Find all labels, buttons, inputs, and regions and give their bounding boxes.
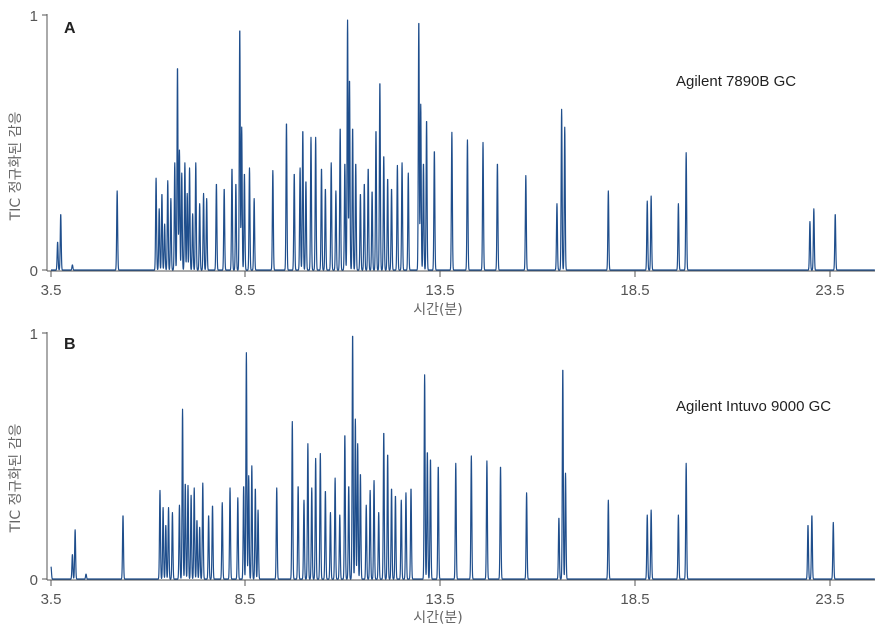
panel-a-xticks xyxy=(50,271,831,277)
panel-b-letter: B xyxy=(64,336,76,353)
panel-a-xtick-label: 13.5 xyxy=(425,282,454,299)
panel-a-xtick-label: 23.5 xyxy=(815,282,844,299)
panel-a-ytick-label-1: 1 xyxy=(30,8,38,25)
panel-a-chromatogram-trace xyxy=(50,19,875,271)
panel-b-y-axis-title: TIC 정규화된 감응 xyxy=(8,424,24,534)
panel-b-chromatogram-trace xyxy=(50,335,875,580)
panel-b: 1 0 3.5 8.5 13.5 18.5 23.5 시간(분) TIC 정규화… xyxy=(8,326,875,626)
panel-b-xtick-label: 3.5 xyxy=(41,591,62,608)
panel-b-x-axis-title: 시간(분) xyxy=(413,610,463,626)
panel-b-xtick-label: 18.5 xyxy=(620,591,649,608)
panel-b-ytick-label-1: 1 xyxy=(30,326,38,343)
panel-b-xtick-label: 8.5 xyxy=(235,591,256,608)
panel-a-y-axis-title: TIC 정규화된 감응 xyxy=(8,112,24,222)
panel-a-xtick-label: 18.5 xyxy=(620,282,649,299)
panel-b-instrument-label: Agilent Intuvo 9000 GC xyxy=(676,398,831,415)
panel-b-ytick-label-0: 0 xyxy=(30,572,38,589)
panel-a-ytick-label-0: 0 xyxy=(30,263,38,280)
panel-a-xtick-label: 8.5 xyxy=(235,282,256,299)
panel-a-xtick-label: 3.5 xyxy=(41,282,62,299)
panel-b-xtick-label: 23.5 xyxy=(815,591,844,608)
panel-b-xtick-label: 13.5 xyxy=(425,591,454,608)
panel-a-letter: A xyxy=(64,20,76,37)
panel-a-instrument-label: Agilent 7890B GC xyxy=(676,73,796,90)
panel-a: 1 0 3.5 8.5 13.5 18.5 23.5 시간(분) TIC 정규화… xyxy=(8,8,875,318)
panel-b-xticks xyxy=(50,580,831,586)
panel-a-x-axis-title: 시간(분) xyxy=(413,302,463,318)
